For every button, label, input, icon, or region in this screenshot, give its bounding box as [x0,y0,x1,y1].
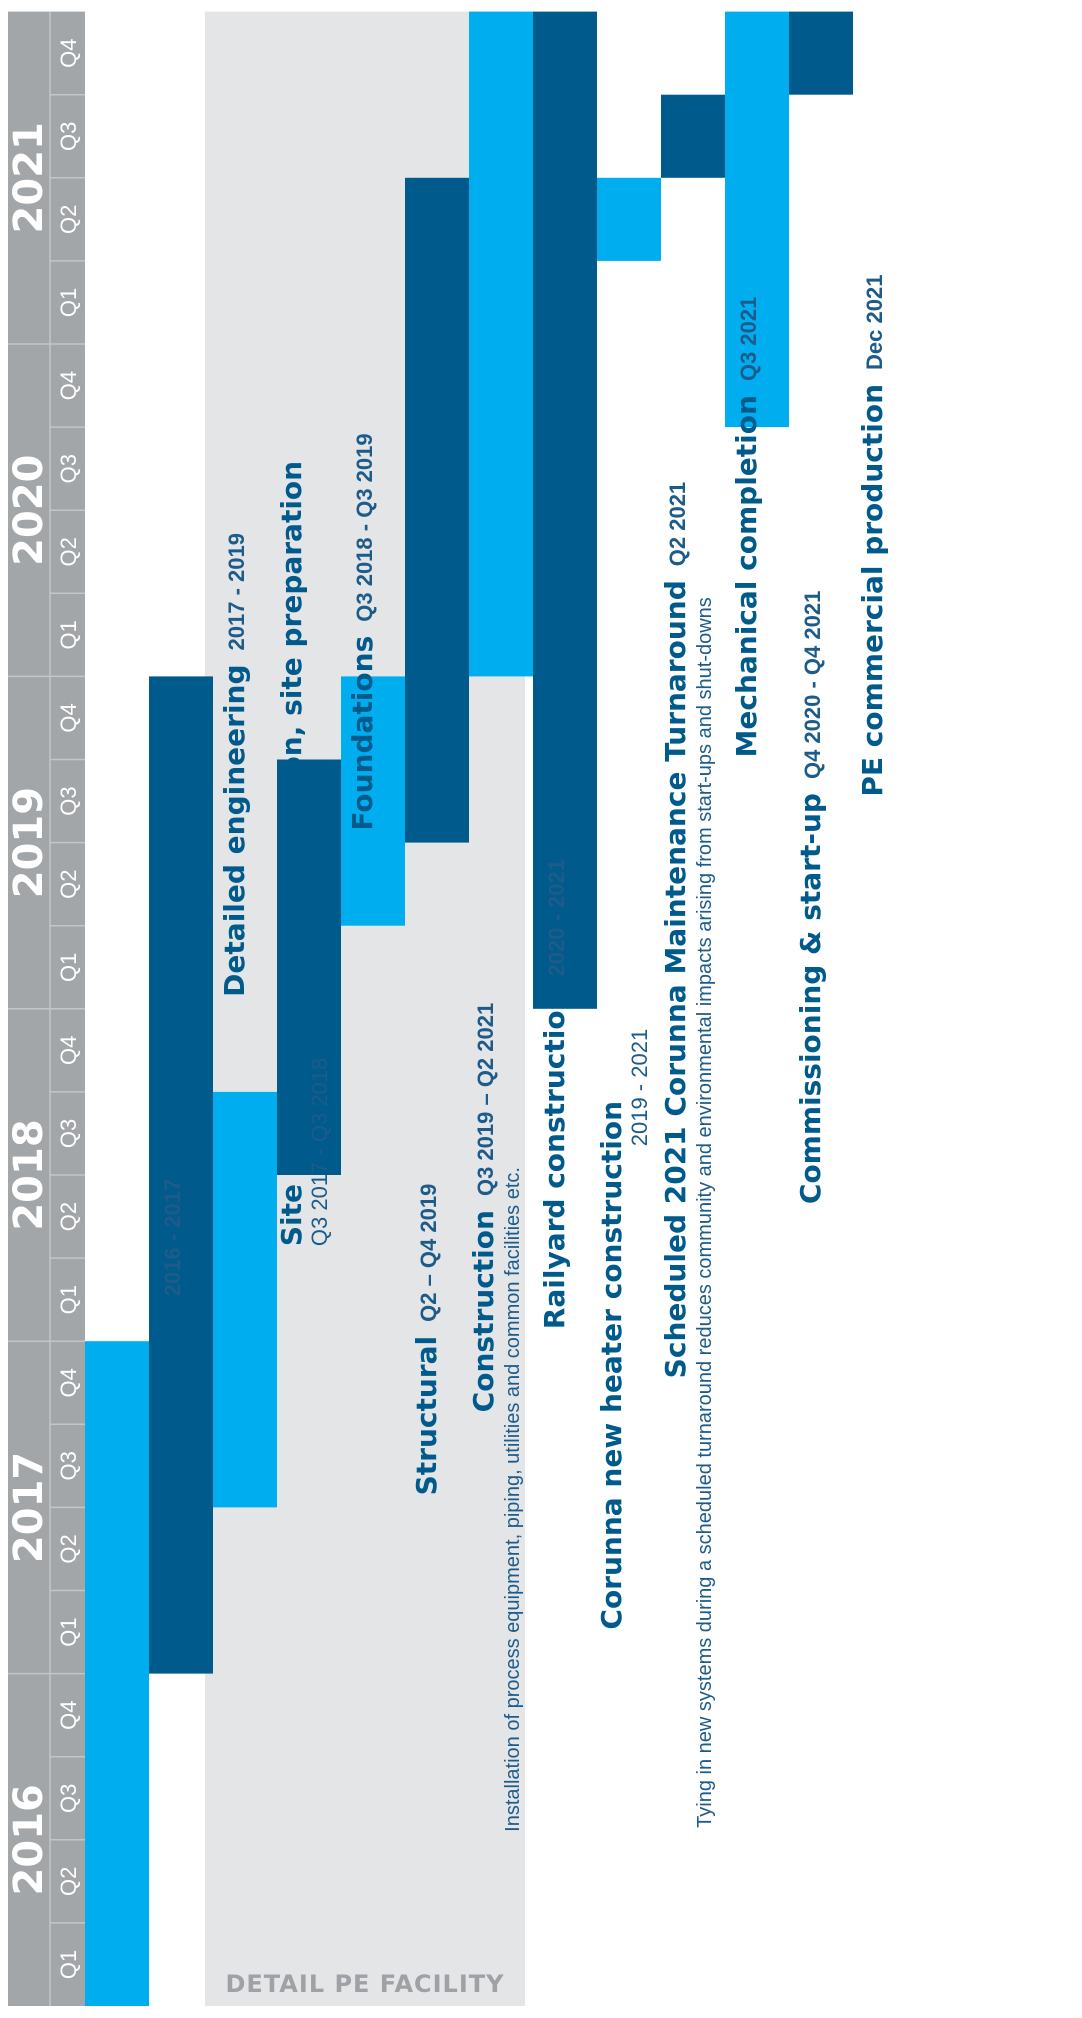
task-description: Installation of process equipment, pipin… [502,1167,524,1832]
quarter-label: Q2 [56,869,81,898]
gantt-bar [149,676,213,1674]
task-title: Commissioning & start-up [794,793,827,1204]
quarter-label: Q3 [56,1119,81,1148]
task-dates: Q2 – Q4 2019 [416,1184,441,1322]
year-label: 2020 [6,455,52,566]
task-title: Foundations [346,636,379,831]
quarter-label: Q2 [56,1202,81,1231]
quarter-label: Q1 [56,1285,81,1314]
quarter-label: Q4 [56,703,81,732]
quarter-label: Q4 [56,1700,81,1729]
quarter-label: Q1 [56,1617,81,1646]
gantt-bar [597,177,661,261]
task-title: Regulatory permitting [154,1310,187,1661]
task-title: Corunna new heater construction [595,1101,628,1630]
quarter-label: Q3 [56,1784,81,1813]
quarter-label: Q1 [56,288,81,317]
quarter-label: Q2 [56,205,81,234]
task-description: Tying in new systems during a scheduled … [694,597,716,1828]
gantt-bar [341,676,405,926]
quarter-label: Q2 [56,537,81,566]
task-title: Detailed engineering [218,664,251,996]
gantt-bar [213,1091,277,1508]
quarter-label: Q3 [56,786,81,815]
quarter-label: Q1 [56,953,81,982]
task-dates: 2020 - 2021 [544,859,569,976]
quarter-label: Q4 [56,371,81,400]
task-label: Detailed engineering 2017 - 2019 [218,533,251,997]
task-dates: Q3 2018 - Q3 2019 [352,433,377,621]
task-label: Regulatory permitting 2016 - 2017 [154,1179,187,1662]
quarter-label: Q4 [56,1368,81,1397]
year-label: 2019 [6,787,52,898]
task-title: Mechanical completion [730,395,763,757]
task-title: Scheduled 2021 Corunna Maintenance Turna… [659,580,692,1378]
task-label: Mechanical completion Q3 2021 [730,297,763,758]
task-dates: 2019 - 2021 [627,1029,652,1146]
task-label: PE commercial production Dec 2021 [856,275,889,797]
quarter-label: Q3 [56,454,81,483]
quarter-label: Q4 [56,38,81,67]
task-label: Foundations Q3 2018 - Q3 2019 [346,433,379,830]
gantt-bar [85,1341,149,2006]
year-label: 2021 [6,122,52,233]
task-dates: Q2 2021 [665,482,690,566]
task-dates: Dec 2021 [862,275,887,370]
task-dates: Q3 2021 [736,297,761,381]
task-dates: Q3 2019 – Q2 2021 [473,1003,498,1196]
task-label: Site clearing, berm construction, site p… [275,461,308,1246]
task-dates: 2017 - 2019 [224,533,249,650]
task-dates: Q4 2020 - Q4 2021 [800,591,825,779]
task-title: Railyard construction [538,990,571,1329]
task-label: Railyard construction 2020 - 2021 [538,859,571,1329]
quarter-label: Q1 [56,620,81,649]
task-dates: 2016 - 2017 [160,1179,185,1296]
year-label: 2017 [6,1452,52,1563]
task-dates: Q3 2017 - Q3 2018 [307,1058,332,1246]
quarter-label: Q2 [56,1534,81,1563]
quarter-label: Q1 [56,1950,81,1979]
task-title: Structural [410,1336,443,1496]
gantt-bar [533,11,597,1009]
section-label: DETAIL PE FACILITY [225,1970,504,1998]
task-label: Structural Q2 – Q4 2019 [410,1184,443,1496]
task-title: Construction [467,1210,500,1412]
quarter-label: Q3 [56,1451,81,1480]
gantt-bar [405,177,469,843]
quarter-label: Q2 [56,1867,81,1896]
quarter-label: Q4 [56,1036,81,1065]
task-label: Construction Q3 2019 – Q2 2021 [467,1003,500,1413]
gantt-bar [469,11,533,677]
task-label: Scheduled 2021 Corunna Maintenance Turna… [659,482,692,1378]
task-label: Corunna new heater construction [595,1101,628,1630]
gantt-bar [725,11,789,428]
gantt-bar [789,11,853,95]
gantt-bar [661,94,725,178]
gantt-bar [277,759,341,1175]
task-title: PE commercial production [856,384,889,797]
year-label: 2016 [6,1784,52,1895]
year-label: 2018 [6,1119,52,1230]
quarter-label: Q3 [56,122,81,151]
task-label: Commissioning & start-up Q4 2020 - Q4 202… [794,591,827,1204]
task-title: Site clearing, berm construction, site p… [275,461,308,1246]
